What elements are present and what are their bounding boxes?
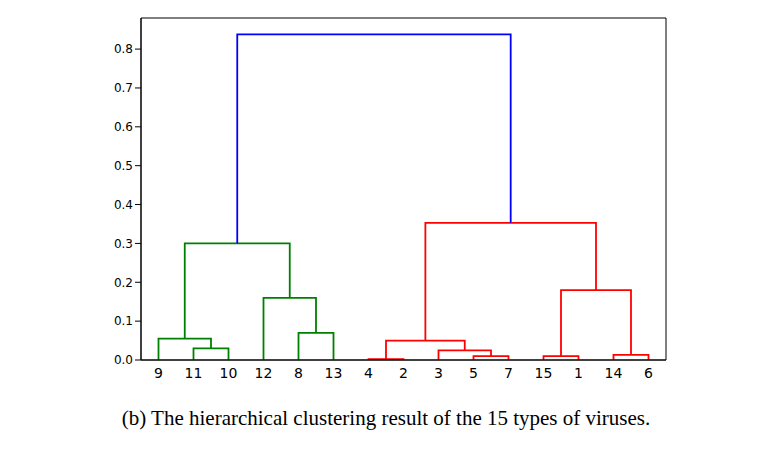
svg-text:0.0: 0.0 xyxy=(114,353,133,367)
svg-text:5: 5 xyxy=(469,365,478,381)
svg-text:0.2: 0.2 xyxy=(114,276,133,290)
svg-text:0.1: 0.1 xyxy=(114,314,133,328)
svg-text:9: 9 xyxy=(154,365,163,381)
svg-text:0.6: 0.6 xyxy=(114,120,133,134)
svg-text:8: 8 xyxy=(294,365,303,381)
html-text:(b) The hierarchical clusterin: (b) The hierarchical clustering result o… xyxy=(121,406,651,430)
svg-text:0.3: 0.3 xyxy=(114,237,133,251)
svg-text:4: 4 xyxy=(364,365,373,381)
svg-text:0.7: 0.7 xyxy=(114,81,133,95)
svg-text:11: 11 xyxy=(185,365,203,381)
svg-text:2: 2 xyxy=(399,365,408,381)
svg-text:6: 6 xyxy=(644,365,653,381)
svg-text:0.8: 0.8 xyxy=(114,42,133,56)
svg-text:0.4: 0.4 xyxy=(114,198,133,212)
svg-text:14: 14 xyxy=(605,365,623,381)
svg-text:0.5: 0.5 xyxy=(114,159,133,173)
svg-text:1: 1 xyxy=(574,365,583,381)
svg-text:3: 3 xyxy=(434,365,443,381)
svg-text:7: 7 xyxy=(504,365,513,381)
svg-text:12: 12 xyxy=(255,365,273,381)
svg-text:13: 13 xyxy=(325,365,343,381)
svg-text:10: 10 xyxy=(220,365,238,381)
svg-text:15: 15 xyxy=(535,365,553,381)
